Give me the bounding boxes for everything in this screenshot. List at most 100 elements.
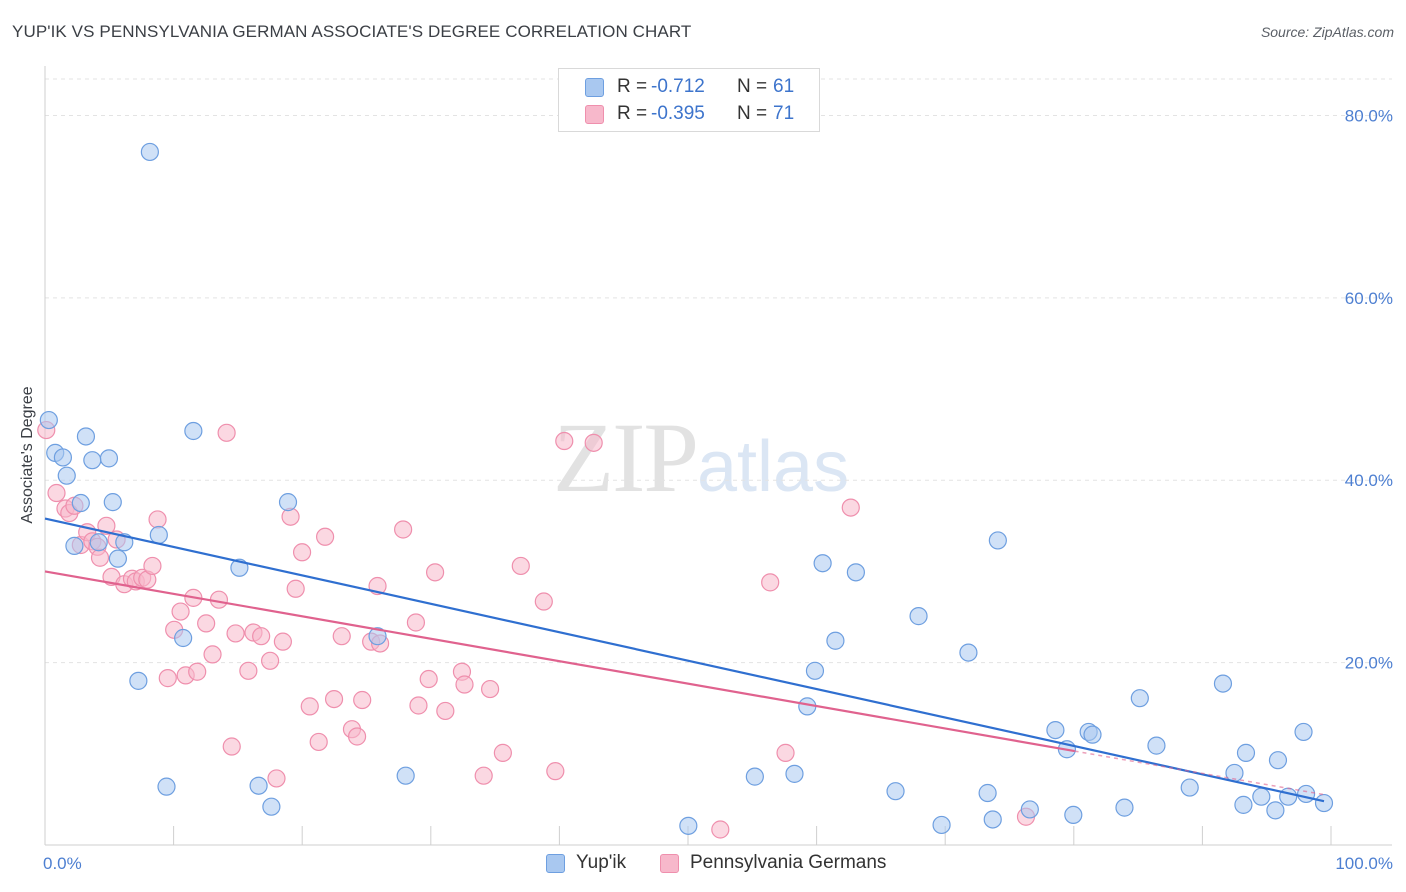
yupik-point: [157, 777, 176, 796]
yupik-point: [65, 536, 84, 555]
source-note: Source: ZipAtlas.com: [1260, 24, 1394, 40]
penn-point: [309, 732, 328, 752]
yupik-point: [71, 493, 90, 513]
yupik-point: [1252, 787, 1271, 806]
yupik-point: [785, 764, 804, 783]
y-tick-label: 20.0%: [1345, 654, 1393, 673]
penn-point: [353, 690, 372, 710]
yupik-point: [1064, 805, 1083, 825]
x-tick-label: 0.0%: [43, 854, 82, 873]
yupik-point: [262, 797, 281, 816]
yupik-swatch: [585, 78, 604, 97]
penn-point: [455, 675, 474, 694]
y-tick-label: 60.0%: [1345, 289, 1393, 308]
yupik-point: [909, 607, 928, 626]
legend-label: Pennsylvania Germans: [690, 852, 887, 873]
yupik-swatch: [546, 854, 565, 873]
yupik-point: [1213, 674, 1233, 693]
penn-point: [406, 613, 426, 632]
yupik-point: [1020, 800, 1039, 819]
penn-point: [158, 669, 177, 688]
yupik-point: [278, 493, 298, 512]
penn-point: [409, 696, 428, 715]
penn-point: [546, 762, 565, 781]
yupik-point: [83, 451, 102, 470]
penn-point: [316, 527, 335, 546]
penn-point: [222, 737, 241, 756]
r-value: -0.712: [651, 76, 705, 97]
yupik-point: [932, 815, 951, 835]
yupik-point: [813, 554, 832, 573]
penn-point: [332, 627, 351, 646]
penn-point: [47, 483, 66, 503]
penn-point: [761, 573, 780, 592]
yupik-point: [108, 549, 128, 568]
watermark-atlas: atlas: [697, 427, 850, 507]
yupik-point: [1046, 720, 1065, 740]
yupik-point: [396, 766, 415, 785]
yupik-point: [679, 816, 698, 835]
n-label: N =: [737, 76, 768, 97]
watermark-zip: ZIP: [553, 402, 699, 513]
yupik-point: [1268, 751, 1288, 770]
penn-swatch: [585, 105, 604, 124]
yupik-point: [805, 661, 825, 680]
penn-point: [776, 743, 795, 762]
penn-point: [203, 645, 222, 664]
x-tick-label: 100.0%: [1335, 854, 1393, 873]
yupik-point: [57, 466, 76, 485]
yupik-point: [53, 448, 73, 467]
penn-point: [226, 624, 245, 643]
yupik-point: [959, 643, 978, 662]
penn-point: [267, 769, 286, 788]
penn-point: [217, 423, 236, 442]
penn-point: [188, 662, 207, 681]
correlation-stats-box: R = -0.712 N = 61 R = -0.395 N = 71: [558, 68, 820, 132]
penn-point: [292, 543, 312, 562]
penn-point: [511, 556, 530, 576]
y-tick-label: 40.0%: [1345, 471, 1393, 490]
penn-point: [143, 556, 162, 576]
penn-point: [534, 592, 553, 611]
penn-point: [425, 563, 445, 582]
yupik-point: [174, 628, 193, 648]
penn-point: [171, 602, 190, 621]
chart-title: YUP'IK VS PENNSYLVANIA GERMAN ASSOCIATE'…: [12, 22, 692, 41]
legend-label: Yup'ik: [576, 852, 627, 873]
yupik-point: [978, 783, 997, 803]
penn-point: [711, 820, 730, 839]
penn-point: [394, 520, 413, 539]
penn-point: [90, 548, 110, 567]
yupik-point: [846, 563, 865, 582]
penn-point: [286, 579, 305, 598]
penn-point: [474, 766, 493, 785]
penn-point: [480, 679, 500, 699]
penn-point: [555, 431, 574, 451]
yupik-point: [1180, 778, 1199, 797]
yupik-point: [1296, 784, 1316, 804]
yupik-point: [1083, 725, 1102, 744]
r-label: R =: [617, 103, 648, 124]
yupik-point: [1314, 793, 1334, 813]
yupik-point: [103, 493, 122, 512]
yupik-point: [826, 631, 845, 650]
yupik-point: [140, 142, 159, 162]
r-label: R =: [617, 76, 648, 97]
penn-point: [300, 697, 319, 716]
yupik-point: [89, 533, 108, 552]
yupik-point: [1279, 787, 1298, 806]
yupik-point: [1147, 736, 1166, 755]
watermark: ZIPatlas: [553, 400, 849, 515]
penn-point: [261, 651, 280, 670]
yupik-point: [99, 449, 119, 468]
y-tick-label: 80.0%: [1345, 106, 1393, 125]
yupik-point: [184, 421, 203, 441]
penn-point: [273, 632, 292, 651]
n-value: 61: [773, 76, 795, 97]
yupik-point: [1130, 689, 1149, 708]
penn-point: [252, 627, 271, 646]
yupik-trend-line: [44, 517, 1325, 803]
penn-point: [419, 669, 438, 689]
r-value: -0.395: [651, 103, 705, 124]
